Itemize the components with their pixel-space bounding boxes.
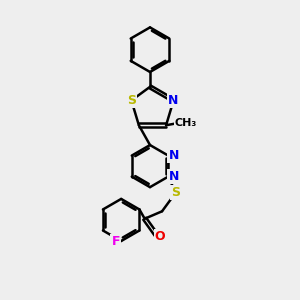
Text: N: N: [169, 170, 179, 183]
Text: F: F: [112, 235, 120, 248]
Text: N: N: [169, 149, 179, 162]
Text: N: N: [168, 94, 179, 107]
Text: S: S: [171, 186, 180, 199]
Text: CH₃: CH₃: [175, 118, 197, 128]
Text: O: O: [155, 230, 165, 243]
Text: S: S: [127, 94, 136, 107]
